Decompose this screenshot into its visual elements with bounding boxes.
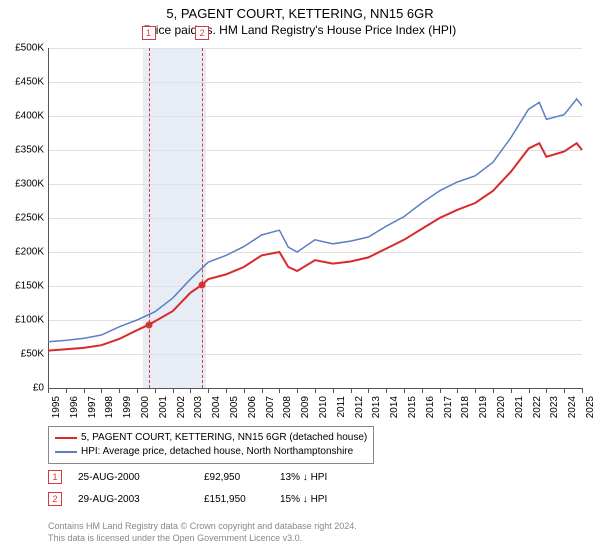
x-axis-label: 2009	[300, 396, 311, 426]
x-axis-label: 2021	[514, 396, 525, 426]
series-line	[48, 99, 582, 342]
attribution-text: Contains HM Land Registry data © Crown c…	[48, 520, 357, 544]
x-axis-label: 2003	[193, 396, 204, 426]
transaction-delta: 13% ↓ HPI	[280, 472, 390, 483]
y-axis-label: £300K	[4, 179, 44, 190]
transaction-row: 2 29-AUG-2003 £151,950 15% ↓ HPI	[48, 488, 390, 510]
legend-swatch	[55, 451, 77, 453]
chart-title: 5, PAGENT COURT, KETTERING, NN15 6GR	[0, 6, 600, 21]
transaction-marker: 2	[48, 492, 62, 506]
x-axis-label: 2005	[229, 396, 240, 426]
x-axis-label: 2004	[211, 396, 222, 426]
y-axis-label: £450K	[4, 77, 44, 88]
transaction-date: 29-AUG-2003	[78, 494, 188, 505]
transactions-table: 1 25-AUG-2000 £92,950 13% ↓ HPI 2 29-AUG-2003…	[48, 466, 390, 510]
x-axis-label: 2007	[265, 396, 276, 426]
transaction-marker: 1	[48, 470, 62, 484]
x-axis-label: 2010	[318, 396, 329, 426]
y-axis-label: £50K	[4, 349, 44, 360]
transaction-date: 25-AUG-2000	[78, 472, 188, 483]
x-axis-label: 2020	[496, 396, 507, 426]
chart-subtitle: Price paid vs. HM Land Registry's House …	[0, 23, 600, 37]
transaction-delta: 15% ↓ HPI	[280, 494, 390, 505]
x-axis-label: 2023	[549, 396, 560, 426]
marker-label: 2	[195, 26, 209, 40]
legend-item: HPI: Average price, detached house, Nort…	[55, 445, 367, 459]
x-axis-label: 1995	[51, 396, 62, 426]
x-axis-label: 2002	[176, 396, 187, 426]
legend: 5, PAGENT COURT, KETTERING, NN15 6GR (de…	[48, 426, 374, 464]
y-axis-label: £0	[4, 383, 44, 394]
x-axis-label: 2006	[247, 396, 258, 426]
series-line	[48, 143, 582, 350]
x-axis-label: 2000	[140, 396, 151, 426]
x-axis-label: 2025	[585, 396, 596, 426]
x-axis-label: 1998	[104, 396, 115, 426]
x-axis-label: 2001	[158, 396, 169, 426]
legend-swatch	[55, 437, 77, 439]
x-axis-label: 1997	[87, 396, 98, 426]
legend-label: HPI: Average price, detached house, Nort…	[81, 445, 353, 459]
x-axis-label: 2016	[425, 396, 436, 426]
y-axis-label: £100K	[4, 315, 44, 326]
legend-label: 5, PAGENT COURT, KETTERING, NN15 6GR (de…	[81, 431, 367, 445]
x-axis-label: 2024	[567, 396, 578, 426]
y-axis-label: £400K	[4, 111, 44, 122]
transaction-price: £151,950	[204, 494, 264, 505]
plot-area: 12	[48, 48, 582, 388]
x-axis-label: 2011	[336, 396, 347, 426]
x-axis-label: 2008	[282, 396, 293, 426]
x-axis-label: 2013	[371, 396, 382, 426]
x-axis-label: 2018	[460, 396, 471, 426]
y-axis-label: £250K	[4, 213, 44, 224]
title-block: 5, PAGENT COURT, KETTERING, NN15 6GR Pri…	[0, 0, 600, 37]
transaction-price: £92,950	[204, 472, 264, 483]
x-axis-label: 2022	[532, 396, 543, 426]
x-axis-label: 2014	[389, 396, 400, 426]
y-axis-label: £500K	[4, 43, 44, 54]
y-axis-label: £150K	[4, 281, 44, 292]
marker-label: 1	[142, 26, 156, 40]
attribution-line: This data is licensed under the Open Gov…	[48, 532, 357, 544]
x-axis-label: 2019	[478, 396, 489, 426]
y-axis-label: £350K	[4, 145, 44, 156]
x-axis-label: 1996	[69, 396, 80, 426]
y-axis-label: £200K	[4, 247, 44, 258]
attribution-line: Contains HM Land Registry data © Crown c…	[48, 520, 357, 532]
legend-item: 5, PAGENT COURT, KETTERING, NN15 6GR (de…	[55, 431, 367, 445]
x-axis-label: 2012	[354, 396, 365, 426]
x-axis-label: 2015	[407, 396, 418, 426]
series-lines	[48, 48, 582, 388]
x-axis-label: 1999	[122, 396, 133, 426]
chart-container: 5, PAGENT COURT, KETTERING, NN15 6GR Pri…	[0, 0, 600, 560]
x-axis-label: 2017	[443, 396, 454, 426]
transaction-row: 1 25-AUG-2000 £92,950 13% ↓ HPI	[48, 466, 390, 488]
